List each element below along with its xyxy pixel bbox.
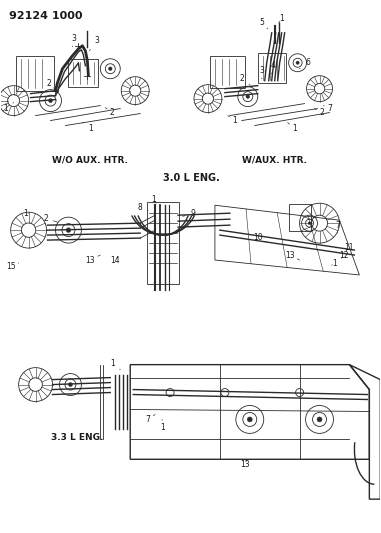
Circle shape (109, 67, 112, 70)
Circle shape (308, 222, 311, 224)
Text: 7: 7 (335, 221, 340, 233)
Text: W/O AUX. HTR.: W/O AUX. HTR. (53, 156, 128, 165)
Text: 7: 7 (146, 415, 155, 424)
Text: 7: 7 (323, 104, 332, 113)
Circle shape (296, 61, 299, 64)
Text: 11: 11 (345, 243, 354, 252)
Text: 13: 13 (240, 460, 250, 469)
Text: 4: 4 (270, 61, 275, 74)
Text: 6: 6 (299, 58, 310, 69)
Text: 1: 1 (82, 123, 93, 133)
Text: 1: 1 (151, 195, 156, 204)
Circle shape (69, 383, 72, 386)
Circle shape (247, 417, 252, 422)
Text: 1: 1 (288, 123, 297, 133)
Text: 3: 3 (90, 36, 100, 51)
Text: 1: 1 (331, 259, 337, 268)
Text: 3.0 L ENG.: 3.0 L ENG. (163, 173, 219, 183)
Text: 3.3 L ENG.: 3.3 L ENG. (51, 433, 103, 442)
Text: 2: 2 (105, 108, 115, 117)
Text: 10: 10 (253, 232, 267, 242)
Circle shape (317, 417, 322, 422)
Text: 12: 12 (340, 251, 349, 260)
Text: 92124 1000: 92124 1000 (9, 11, 82, 21)
Text: 1: 1 (160, 419, 165, 432)
Text: 15: 15 (6, 262, 19, 271)
Text: 1: 1 (23, 209, 29, 217)
Text: W/AUX. HTR.: W/AUX. HTR. (242, 156, 307, 165)
Text: 1: 1 (228, 116, 237, 125)
Text: 2: 2 (239, 74, 250, 85)
Text: 1: 1 (3, 102, 14, 113)
Text: 14: 14 (110, 255, 120, 264)
Text: 1: 1 (279, 14, 284, 23)
Text: 13: 13 (86, 255, 100, 264)
Text: 2: 2 (315, 108, 324, 117)
Text: 3: 3 (259, 66, 264, 79)
Text: 5: 5 (259, 19, 268, 29)
Text: 2: 2 (43, 214, 58, 223)
Text: 1: 1 (110, 359, 120, 369)
Text: 2: 2 (46, 79, 54, 88)
Text: 9: 9 (183, 209, 195, 217)
Circle shape (246, 95, 250, 99)
Text: 3: 3 (71, 34, 76, 47)
Circle shape (66, 228, 71, 232)
Circle shape (48, 99, 53, 102)
Text: 13: 13 (285, 251, 299, 260)
Text: 8: 8 (138, 203, 148, 212)
